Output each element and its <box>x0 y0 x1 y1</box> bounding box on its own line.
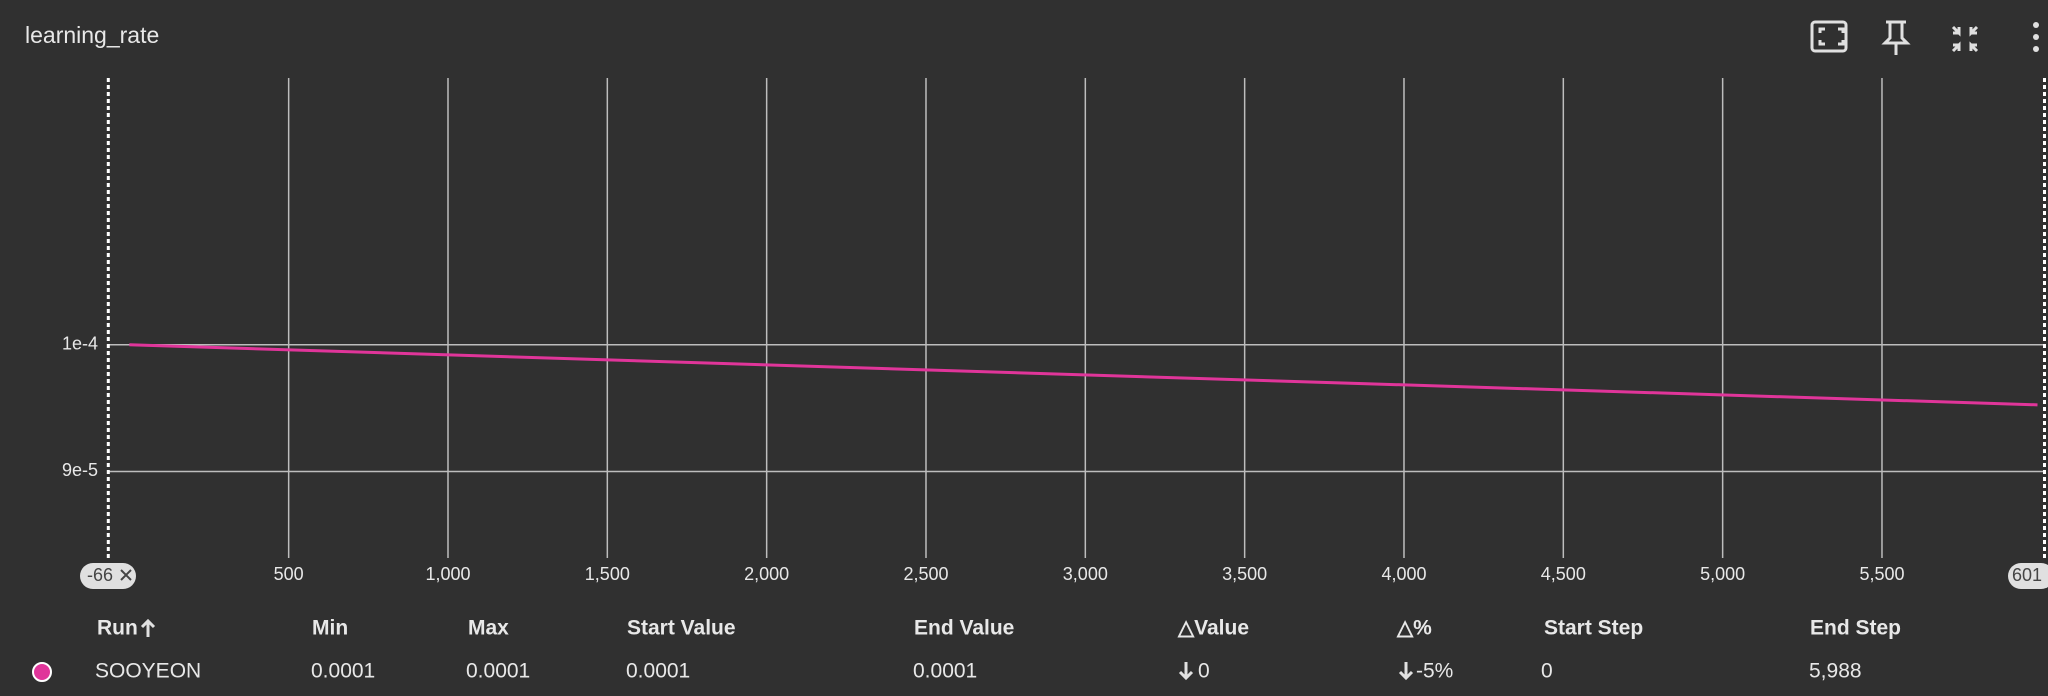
x-tick-label: 5,500 <box>1859 564 1904 584</box>
column-header[interactable]: △% <box>1396 617 1432 640</box>
x-tick-label: 4,500 <box>1541 564 1586 584</box>
column-header[interactable]: End Value <box>914 617 1014 640</box>
x-tick-label: 500 <box>274 564 304 584</box>
table-cell: 5,988 <box>1809 660 1862 683</box>
column-header[interactable]: △Value <box>1177 617 1249 640</box>
sort-arrow <box>140 618 156 637</box>
range-chip[interactable] <box>2008 563 2048 589</box>
x-tick-label: 5,000 <box>1700 564 1745 584</box>
range-chip-label: 601 <box>2012 565 2042 585</box>
table-cell: 0.0001 <box>626 660 690 683</box>
fullscreen-button[interactable] <box>1810 20 1848 53</box>
y-tick-label: 9e-5 <box>62 460 98 480</box>
column-header[interactable]: Start Step <box>1544 617 1643 640</box>
down-arrow <box>1178 662 1194 681</box>
range-chip[interactable] <box>80 563 136 589</box>
menu-button[interactable] <box>2033 22 2039 52</box>
x-tick-label: 1,500 <box>585 564 630 584</box>
table-cell: 0.0001 <box>466 660 530 683</box>
x-tick-label: 1,000 <box>425 564 470 584</box>
x-tick-label: 4,000 <box>1381 564 1426 584</box>
x-tick-label: 3,000 <box>1063 564 1108 584</box>
table-cell: 0.0001 <box>311 660 375 683</box>
x-tick-label: 2,500 <box>903 564 948 584</box>
table-cell: 0.0001 <box>913 660 977 683</box>
card-title: learning_rate <box>25 22 159 48</box>
column-header[interactable]: Start Value <box>627 617 736 640</box>
column-header[interactable]: Run <box>97 617 138 640</box>
x-tick-label: 3,500 <box>1222 564 1267 584</box>
table-cell: 0 <box>1541 660 1553 683</box>
down-arrow <box>1398 662 1414 681</box>
range-chip-label: -66 <box>87 565 113 585</box>
column-header[interactable]: Min <box>312 617 348 640</box>
pin-button[interactable] <box>1881 20 1911 55</box>
collapse-button[interactable] <box>1951 25 1979 53</box>
x-tick-label: 2,000 <box>744 564 789 584</box>
table-cell: 0 <box>1198 660 1210 683</box>
column-header[interactable]: Max <box>468 617 509 640</box>
series-line <box>129 343 2038 407</box>
column-header[interactable]: End Step <box>1810 617 1901 640</box>
chip-close[interactable] <box>120 569 132 581</box>
run-color-dot[interactable] <box>32 662 52 682</box>
table-cell: -5% <box>1416 660 1453 683</box>
y-tick-label: 1e-4 <box>62 334 98 354</box>
table-cell: SOOYEON <box>95 660 201 683</box>
